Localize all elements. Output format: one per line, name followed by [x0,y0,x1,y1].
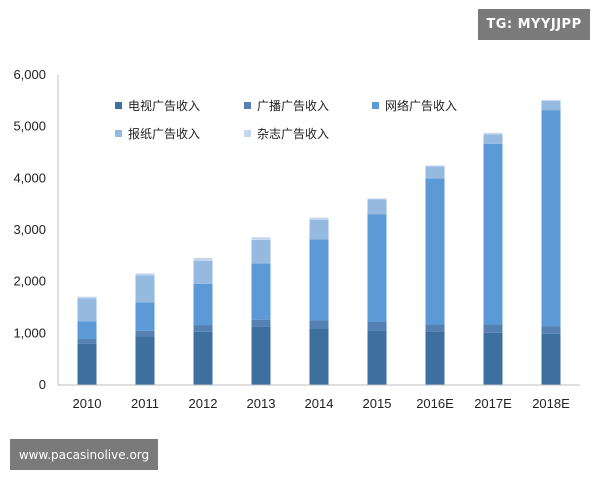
legend-label: 广播广告收入 [257,99,329,113]
y-tick-label: 5,000 [13,119,46,134]
bar-segment [425,165,445,167]
bar-segment [367,321,387,331]
bar-segment [541,326,561,334]
y-tick-label: 4,000 [13,170,46,185]
bar-segment [309,320,329,329]
bar-segment [483,324,503,333]
bar-segment [309,219,329,240]
bar-segment [425,166,445,179]
legend-swatch [244,102,251,109]
legend-label: 报纸广告收入 [128,126,200,141]
bar-segment [77,321,97,340]
bar-segment [193,257,213,261]
bar-segment [483,134,503,144]
y-tick-label: 2,000 [13,274,46,289]
legend-swatch [372,102,379,109]
bar-segment [251,239,271,264]
x-tick-label: 2012 [189,396,218,411]
y-axis-ticks: 0 1,000 2,000 3,000 4,000 5,000 6,000 [13,67,46,392]
bar-segment [135,330,155,337]
bar-segment [77,298,97,322]
legend-swatch [115,102,122,109]
legend-label: 杂志广告收入 [257,127,329,141]
y-tick-label: 6,000 [13,67,46,82]
x-tick-label: 2016E [416,396,454,411]
legend-label: 电视广告收入 [128,98,200,113]
bar-segment [77,339,97,344]
y-tick-label: 1,000 [13,325,46,340]
bar-segment [367,330,387,385]
bar-segment [425,331,445,385]
x-tick-label: 2017E [474,396,512,411]
bar-series [77,99,561,385]
bar-segment [309,217,329,220]
bar-segment [541,99,561,101]
bar-segment [77,343,97,385]
bar-segment [135,302,155,331]
bar-segment [483,332,503,385]
x-tick-label: 2011 [131,396,159,411]
bar-segment [541,333,561,385]
bar-segment [541,110,561,327]
x-tick-label: 2015 [363,396,392,411]
bar-segment [425,324,445,332]
bar-segment [251,237,271,240]
bar-segment [251,319,271,327]
bar-segment [135,273,155,276]
bar-segment [367,198,387,200]
bar-segment [367,214,387,322]
legend-label: 网络广告收入 [385,98,457,113]
legend-swatch [115,130,122,137]
y-tick-label: 0 [39,377,46,392]
bar-segment [483,143,503,325]
bar-segment [193,325,213,332]
bar-segment [251,263,271,320]
bar-segment [425,178,445,325]
x-tick-label: 2018E [532,396,570,411]
bar-segment [193,331,213,385]
x-tick-label: 2013 [247,396,276,411]
bar-segment [193,261,213,284]
x-axis: 2010 2011 2012 2013 2014 2015 2016E 2017E 2018E [57,75,580,411]
bar-segment [309,239,329,321]
bar-segment [251,326,271,385]
bar-segment [367,199,387,215]
bar-segment [135,275,155,303]
y-tick-label: 3,000 [13,222,46,237]
bar-segment [193,283,213,326]
bar-segment [483,132,503,135]
telegram-badge: TG: MYYJJPP [478,9,590,40]
legend-swatch [244,130,251,137]
bar-segment [77,296,97,299]
bar-segment [309,328,329,385]
x-tick-label: 2010 [73,396,102,411]
bar-segment [541,100,561,111]
x-tick-label: 2014 [305,396,334,411]
bar-segment [135,336,155,385]
website-watermark: www.pacasinolive.org [10,439,158,470]
